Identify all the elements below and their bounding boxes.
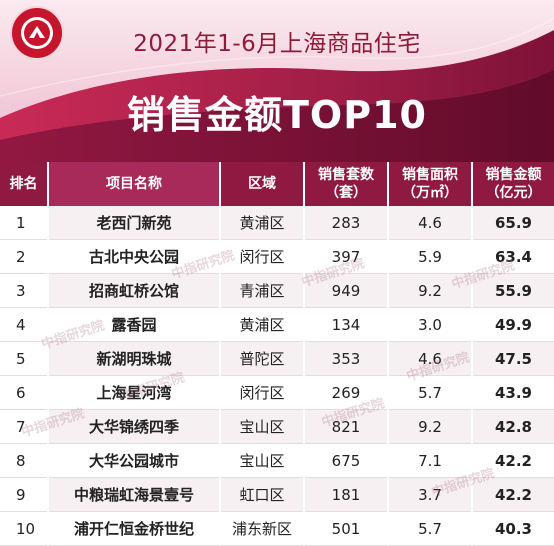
district-cell: 黄浦区	[220, 206, 305, 240]
project-name-cell: 中粮瑞虹海景壹号	[48, 477, 221, 512]
area-sold-cell: 5.7	[388, 511, 473, 546]
table-row: 7 大华锦绣四季 宝山区 821 9.2 42.8	[0, 409, 554, 444]
sales-amount-cell: 63.4	[472, 239, 554, 274]
units-sold-cell: 675	[304, 443, 389, 478]
banner-wave-graphic	[0, 17, 554, 162]
col-header-size: 销售面积 （万㎡）	[388, 162, 473, 206]
sales-amount-cell: 49.9	[472, 307, 554, 342]
rank-cell: 4	[0, 307, 49, 342]
rank-cell: 1	[0, 206, 49, 240]
table-row: 8 大华公园城市 宝山区 675 7.1 42.2	[0, 443, 554, 478]
table-row: 6 上海星河湾 闵行区 269 5.7 43.9	[0, 375, 554, 410]
area-sold-cell: 7.1	[388, 443, 473, 478]
units-sold-cell: 949	[304, 273, 389, 308]
sales-amount-cell: 42.2	[472, 443, 554, 478]
project-name-cell: 新湖明珠城	[48, 341, 221, 376]
table-row: 10 浦开仁恒金桥世纪 浦东新区 501 5.7 40.3	[0, 511, 554, 546]
sales-amount-cell: 65.9	[472, 206, 554, 240]
units-sold-cell: 181	[304, 477, 389, 512]
area-sold-cell: 3.7	[388, 477, 473, 512]
table-row: 4 露香园 黄浦区 134 3.0 49.9	[0, 307, 554, 342]
table-row: 9 中粮瑞虹海景壹号 虹口区 181 3.7 42.2	[0, 477, 554, 512]
sales-amount-cell: 42.2	[472, 477, 554, 512]
area-sold-cell: 4.6	[388, 206, 473, 240]
rank-cell: 7	[0, 409, 49, 444]
logo-seal-icon	[21, 17, 53, 49]
sales-amount-cell: 47.5	[472, 341, 554, 376]
table-header-row: 排名 项目名称 区域 销售套数 （套） 销售面积 （万㎡） 销售金额 （亿元）	[0, 162, 554, 206]
rank-cell: 2	[0, 239, 49, 274]
header-banner: 2021年1-6月上海商品住宅 销售金额TOP10	[0, 0, 554, 162]
rank-cell: 3	[0, 273, 49, 308]
rank-cell: 6	[0, 375, 49, 410]
area-sold-cell: 4.6	[388, 341, 473, 376]
area-sold-cell: 9.2	[388, 273, 473, 308]
page-title: 销售金额TOP10	[127, 93, 427, 137]
rank-cell: 9	[0, 477, 49, 512]
table-row: 2 古北中央公园 闵行区 397 5.9 63.4	[0, 239, 554, 274]
units-sold-cell: 134	[304, 307, 389, 342]
rank-cell: 5	[0, 341, 49, 376]
col-header-name: 项目名称	[48, 162, 221, 206]
sales-amount-cell: 55.9	[472, 273, 554, 308]
sales-ranking-table: 排名 项目名称 区域 销售套数 （套） 销售面积 （万㎡） 销售金额 （亿元） …	[0, 162, 554, 546]
project-name-cell: 大华公园城市	[48, 443, 221, 478]
units-sold-cell: 821	[304, 409, 389, 444]
project-name-cell: 上海星河湾	[48, 375, 221, 410]
project-name-cell: 露香园	[48, 307, 221, 342]
district-cell: 普陀区	[220, 341, 305, 376]
district-cell: 宝山区	[220, 443, 305, 478]
academy-logo	[10, 6, 64, 60]
table-row: 3 招商虹桥公馆 青浦区 949 9.2 55.9	[0, 273, 554, 308]
district-cell: 浦东新区	[220, 511, 305, 546]
area-sold-cell: 5.9	[388, 239, 473, 274]
district-cell: 虹口区	[220, 477, 305, 512]
table-row: 1 老西门新苑 黄浦区 283 4.6 65.9	[0, 206, 554, 240]
project-name-cell: 浦开仁恒金桥世纪	[48, 511, 221, 546]
units-sold-cell: 501	[304, 511, 389, 546]
project-name-cell: 老西门新苑	[48, 206, 221, 240]
area-sold-cell: 5.7	[388, 375, 473, 410]
project-name-cell: 招商虹桥公馆	[48, 273, 221, 308]
col-header-rank: 排名	[0, 162, 49, 206]
units-sold-cell: 353	[304, 341, 389, 376]
district-cell: 青浦区	[220, 273, 305, 308]
col-header-count: 销售套数 （套）	[304, 162, 389, 206]
district-cell: 黄浦区	[220, 307, 305, 342]
rank-cell: 8	[0, 443, 49, 478]
rank-cell: 10	[0, 511, 49, 546]
district-cell: 闵行区	[220, 375, 305, 410]
district-cell: 闵行区	[220, 239, 305, 274]
sales-amount-cell: 40.3	[472, 511, 554, 546]
project-name-cell: 大华锦绣四季	[48, 409, 221, 444]
col-header-area: 区域	[220, 162, 305, 206]
table-row: 5 新湖明珠城 普陀区 353 4.6 47.5	[0, 341, 554, 376]
district-cell: 宝山区	[220, 409, 305, 444]
area-sold-cell: 9.2	[388, 409, 473, 444]
sales-amount-cell: 42.8	[472, 409, 554, 444]
units-sold-cell: 397	[304, 239, 389, 274]
units-sold-cell: 283	[304, 206, 389, 240]
page-subtitle: 2021年1-6月上海商品住宅	[133, 31, 421, 57]
units-sold-cell: 269	[304, 375, 389, 410]
project-name-cell: 古北中央公园	[48, 239, 221, 274]
sales-amount-cell: 43.9	[472, 375, 554, 410]
area-sold-cell: 3.0	[388, 307, 473, 342]
col-header-amount: 销售金额 （亿元）	[472, 162, 554, 206]
